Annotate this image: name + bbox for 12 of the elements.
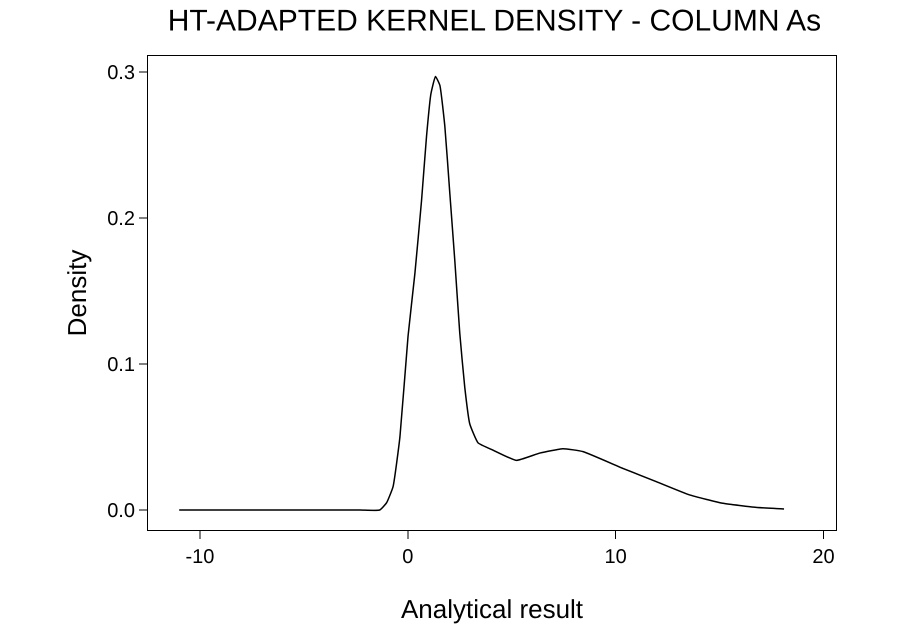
chart-title: HT-ADAPTED KERNEL DENSITY - COLUMN As <box>168 4 822 38</box>
y-tick-label: 0.1 <box>107 354 135 376</box>
y-tick-label: 0.0 <box>107 500 135 522</box>
x-axis-title: Analytical result <box>400 594 584 624</box>
x-tick-label: 20 <box>812 546 835 568</box>
x-tick-label: 10 <box>604 546 627 568</box>
line-series <box>178 76 785 512</box>
y-tick-label: 0.2 <box>107 208 135 230</box>
y-axis-title: Density <box>62 250 92 336</box>
y-tick-label: 0.3 <box>107 62 135 84</box>
x-tick-label: 0 <box>402 546 414 568</box>
x-tick-label: -10 <box>186 546 214 568</box>
